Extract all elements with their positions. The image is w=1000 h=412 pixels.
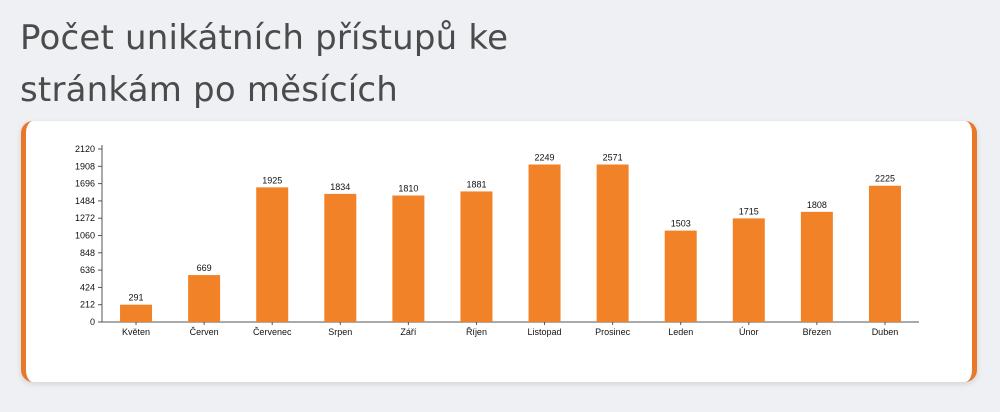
bar-value-label: 1834 (330, 182, 350, 192)
bar (324, 193, 357, 322)
bar (392, 195, 425, 322)
bar (528, 164, 561, 322)
y-tick-label: 1908 (75, 161, 95, 171)
x-tick-label: Srpen (328, 327, 352, 337)
x-tick-label: Duben (872, 327, 899, 337)
y-tick-label: 1060 (75, 231, 95, 241)
y-tick-label: 1484 (75, 196, 95, 206)
bar (664, 230, 697, 322)
y-tick-label: 212 (80, 300, 95, 310)
bar-value-label: 2225 (875, 174, 895, 184)
bar-value-label: 2571 (603, 153, 623, 163)
bar-value-label: 1925 (262, 175, 282, 185)
bar (256, 187, 289, 322)
bar-value-label: 1810 (398, 184, 418, 194)
y-tick-label: 424 (80, 282, 95, 292)
y-tick-label: 848 (80, 248, 95, 258)
bar (596, 164, 629, 322)
bar (120, 304, 153, 322)
x-tick-label: Září (400, 327, 417, 337)
bar (800, 211, 833, 322)
y-tick-label: 1272 (75, 213, 95, 223)
bar-value-label: 1808 (807, 200, 827, 210)
x-tick-label: Prosinec (595, 327, 631, 337)
x-tick-label: Květen (122, 327, 150, 337)
chart-card: 0 212 424 636 848 1060 1272 1484 1696 1908 2120 291… (21, 121, 977, 382)
page-title: Počet unikátních přístupů ke stránkám po… (20, 18, 509, 110)
x-tick-label: Červen (190, 327, 219, 337)
bar-chart: 0 212 424 636 848 1060 1272 1484 1696 1908 2120 291… (75, 144, 919, 337)
bar-value-label: 1715 (739, 206, 759, 216)
x-tick-label: Leden (668, 327, 693, 337)
x-tick-label: Únor (739, 327, 759, 337)
y-tick-label: 1696 (75, 179, 95, 189)
bar-value-label: 1881 (466, 179, 486, 189)
bar (460, 191, 493, 322)
bar (188, 275, 221, 322)
x-tick-label: Říjen (466, 327, 487, 337)
y-tick-label: 636 (80, 265, 95, 275)
bar-value-label: 291 (129, 293, 144, 303)
bar-value-label: 2249 (535, 153, 555, 163)
bar (732, 218, 765, 322)
x-tick-label: Červenec (253, 327, 292, 337)
bar-value-label: 669 (197, 263, 212, 273)
y-tick-label: 2120 (75, 144, 95, 154)
y-tick-label: 0 (90, 317, 95, 327)
x-tick-label: Listopad (528, 327, 562, 337)
bar-value-label: 1503 (671, 219, 691, 229)
x-tick-label: Březen (803, 327, 832, 337)
bar (868, 185, 901, 322)
